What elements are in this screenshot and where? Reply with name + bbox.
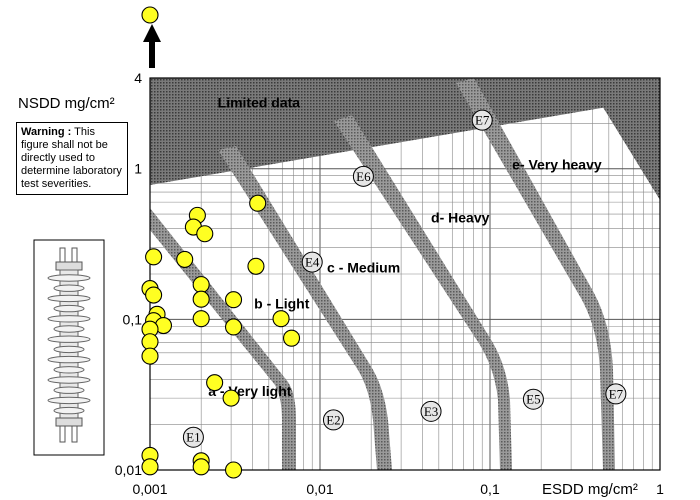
class-marker: E5: [522, 388, 544, 410]
data-point: [145, 286, 163, 304]
data-point: [247, 257, 265, 275]
region-label: c - Medium: [327, 259, 400, 275]
class-marker: E1: [182, 426, 204, 448]
class-marker: E7: [605, 383, 627, 405]
off-scale-arrow-icon: [143, 24, 161, 68]
x-tick-label: 0,1: [480, 481, 500, 497]
y-tick-label: 0,1: [123, 311, 143, 327]
region-label: e- Very heavy: [512, 156, 602, 172]
class-markers: E1 E2 E3 E5 E7 E4 E6 E7: [182, 109, 627, 448]
boundary-band-2: [218, 146, 392, 470]
class-marker: E4: [301, 251, 323, 273]
svg-text:E6: E6: [356, 169, 371, 184]
data-point: [141, 458, 159, 476]
y-tick-label: 1: [134, 161, 142, 177]
y-tick-label: 4: [134, 70, 142, 86]
x-axis-title: ESDD mg/cm²: [542, 481, 638, 498]
x-tick-label: 1: [656, 481, 664, 497]
plot-border: [149, 77, 661, 471]
svg-text:E4: E4: [305, 255, 320, 270]
data-point: [272, 310, 290, 328]
class-marker: E6: [352, 165, 374, 187]
x-tick-label: 0,01: [306, 481, 333, 497]
svg-text:E5: E5: [526, 392, 540, 407]
data-point: [224, 291, 243, 309]
data-point: [192, 290, 210, 308]
data-point: [141, 333, 159, 351]
data-point: [206, 374, 224, 392]
boundary-band-1: [150, 208, 296, 470]
region-label: Limited data: [218, 94, 301, 110]
svg-text:E3: E3: [424, 404, 438, 419]
svg-text:E1: E1: [186, 430, 200, 445]
axis-ticks: 0,001 0,01 0,1 1 0,01 0,1 1 4: [115, 70, 664, 497]
svg-text:E7: E7: [609, 386, 624, 401]
svg-text:E7: E7: [475, 113, 490, 128]
data-point: [145, 248, 163, 266]
data-point: [224, 461, 243, 479]
data-point: [249, 194, 267, 212]
data-point: [141, 6, 159, 24]
data-point: [192, 458, 210, 476]
boundary-band-4: [456, 78, 615, 470]
data-point: [141, 347, 159, 365]
data-points: [141, 6, 301, 479]
plot-area: [150, 78, 660, 470]
y-axis-title: NSDD mg/cm²: [18, 95, 115, 112]
insulator-icon: [33, 239, 105, 456]
limited-data-region: [150, 78, 660, 185]
svg-text:E2: E2: [326, 412, 340, 427]
data-point: [222, 389, 240, 407]
warning-title: Warning :: [21, 126, 72, 138]
x-tick-label: 0,001: [132, 481, 167, 497]
data-point: [196, 225, 214, 243]
data-point: [192, 276, 210, 294]
region-label: b - Light: [254, 296, 310, 312]
warning-text: This figure shall not be directly used t…: [21, 126, 122, 190]
data-point: [176, 250, 194, 268]
top-right-dark-region: [585, 78, 660, 200]
region-label: d- Heavy: [431, 209, 490, 225]
warning-note: Warning : This figure shall not be direc…: [16, 122, 128, 195]
y-tick-label: 0,01: [115, 462, 142, 478]
data-point: [224, 318, 243, 336]
data-point: [192, 310, 210, 328]
class-marker: E2: [322, 409, 344, 431]
class-marker: E7: [471, 109, 493, 131]
data-point: [282, 329, 301, 347]
class-marker: E3: [420, 400, 442, 422]
